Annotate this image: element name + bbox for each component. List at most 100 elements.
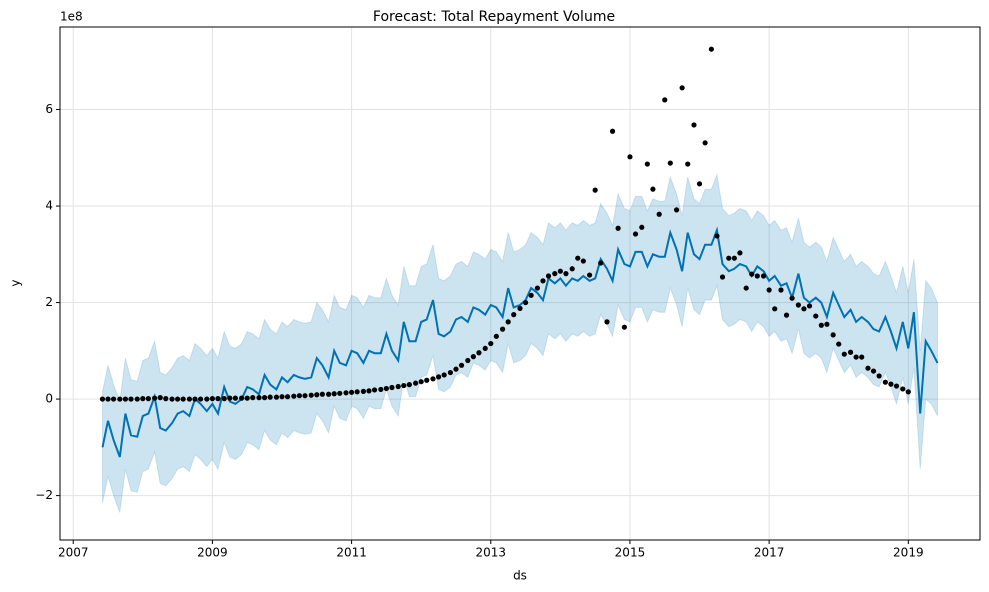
- y-axis-label: y: [9, 279, 23, 286]
- plot-frame: [59, 26, 981, 541]
- observed-point: [853, 354, 859, 360]
- observed-point: [563, 271, 569, 277]
- y-tick-label: 6: [45, 102, 53, 116]
- observed-point: [714, 233, 720, 239]
- observed-point: [458, 362, 465, 368]
- observed-point: [371, 387, 378, 393]
- observed-point: [893, 383, 900, 389]
- observed-point: [244, 395, 250, 401]
- observed-point: [528, 292, 534, 298]
- observed-point: [110, 396, 117, 402]
- observed-point: [395, 383, 401, 390]
- observed-point: [615, 225, 621, 231]
- observed-point: [865, 365, 871, 371]
- observed-point: [569, 266, 575, 272]
- observed-point: [302, 393, 308, 399]
- observed-point: [876, 373, 882, 379]
- observed-point: [795, 302, 801, 308]
- uncertainty-band: [102, 172, 938, 513]
- observed-point: [644, 161, 650, 167]
- observed-point: [679, 85, 685, 91]
- y-tick-label: 2: [45, 295, 53, 309]
- observed-point: [488, 340, 494, 347]
- observed-point: [267, 394, 273, 400]
- observed-point: [406, 382, 412, 388]
- observed-point: [418, 379, 424, 385]
- observed-point: [552, 271, 558, 277]
- observed-point: [580, 258, 586, 264]
- observed-point: [221, 395, 227, 402]
- observed-point: [256, 395, 262, 401]
- observed-point: [650, 186, 656, 192]
- observed-point: [760, 273, 767, 279]
- observed-point: [632, 231, 639, 237]
- observed-point: [685, 161, 691, 167]
- observed-point: [470, 354, 476, 360]
- observed-point: [424, 377, 430, 383]
- observed-point: [360, 388, 367, 394]
- observed-point: [279, 394, 285, 400]
- observed-point: [639, 224, 645, 230]
- observed-point: [586, 272, 593, 278]
- observed-point: [291, 393, 297, 399]
- observed-point: [343, 390, 349, 396]
- observed-point: [314, 392, 320, 398]
- observed-point: [859, 354, 865, 360]
- observed-point: [818, 322, 824, 328]
- observed-point: [128, 396, 134, 402]
- observed-point: [163, 395, 169, 402]
- observed-point: [232, 395, 238, 401]
- observed-point: [627, 154, 633, 160]
- observed-point: [145, 395, 151, 402]
- observed-point: [754, 273, 760, 279]
- observed-point: [169, 396, 175, 402]
- observed-point: [175, 396, 181, 402]
- observed-point: [453, 366, 459, 372]
- observed-point: [731, 255, 737, 261]
- observed-point: [383, 385, 389, 392]
- observed-point: [702, 140, 708, 146]
- x-tick-label: 2009: [197, 546, 228, 560]
- observed-point: [870, 368, 877, 374]
- observed-point: [331, 391, 337, 397]
- observed-point: [511, 312, 517, 318]
- observed-point: [378, 386, 384, 393]
- observed-point: [534, 285, 540, 291]
- observed-point: [435, 374, 442, 380]
- observed-point: [250, 395, 256, 401]
- observed-point: [186, 396, 193, 402]
- observed-point: [598, 260, 604, 266]
- observed-point: [99, 396, 106, 402]
- chart-title: Forecast: Total Repayment Volume: [373, 9, 615, 25]
- observed-point: [540, 278, 546, 284]
- observed-point: [227, 395, 233, 401]
- observed-point: [789, 295, 795, 301]
- observed-point: [389, 384, 395, 391]
- observed-point: [824, 321, 830, 327]
- x-tick-label: 2015: [615, 546, 646, 560]
- observed-point: [209, 395, 216, 402]
- observed-point: [609, 128, 616, 134]
- observed-point: [545, 273, 552, 279]
- observed-point: [813, 313, 819, 319]
- observed-point: [673, 207, 680, 213]
- observed-point: [604, 319, 610, 325]
- observed-point: [105, 396, 111, 402]
- observed-point: [749, 271, 755, 277]
- observed-point: [557, 268, 563, 274]
- observed-point: [284, 394, 291, 400]
- observed-point: [743, 285, 749, 291]
- observed-point: [900, 386, 906, 392]
- observed-point: [192, 396, 198, 402]
- observed-point: [806, 303, 813, 309]
- observed-point: [215, 395, 221, 402]
- observed-point: [905, 389, 911, 395]
- observed-point: [505, 319, 511, 325]
- x-tick-label: 2017: [754, 546, 785, 560]
- observed-point: [180, 396, 186, 402]
- observed-point: [522, 299, 529, 306]
- observed-point: [273, 394, 280, 400]
- observed-point: [152, 395, 158, 401]
- observed-point: [465, 357, 471, 364]
- observed-point: [319, 391, 325, 397]
